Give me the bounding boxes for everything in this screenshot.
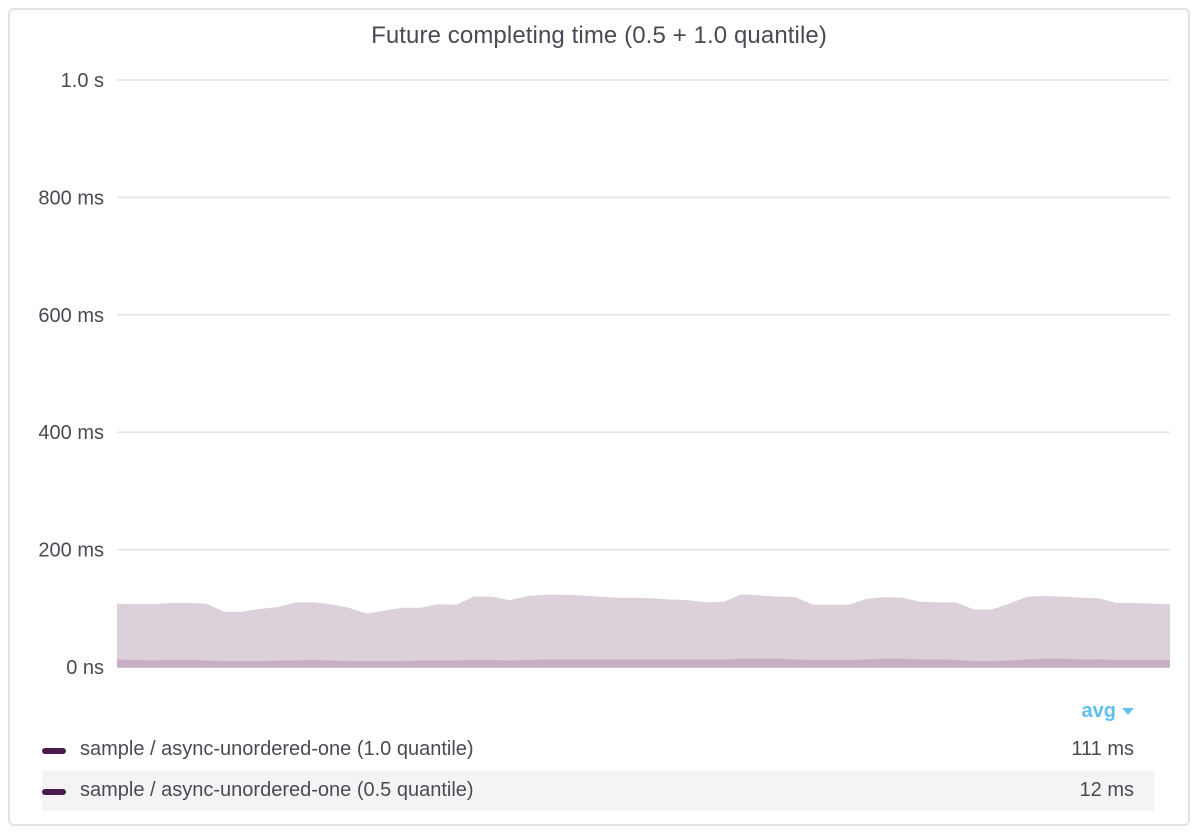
y-tick-label: 1.0 s bbox=[61, 70, 104, 92]
legend-series-name: sample / async-unordered-one (0.5 quanti… bbox=[80, 779, 474, 801]
legend-item-0-5-quantile[interactable]: sample / async-unordered-one (0.5 quanti… bbox=[42, 771, 1154, 811]
legend-swatch bbox=[42, 748, 66, 754]
y-tick-label: 800 ms bbox=[38, 187, 104, 209]
legend-series-avg: 111 ms bbox=[1071, 738, 1134, 760]
legend-sort-dropdown[interactable]: avg bbox=[1082, 700, 1134, 723]
chart-panel bbox=[8, 8, 1190, 826]
y-tick-label: 0 ns bbox=[66, 657, 104, 679]
y-tick-label: 600 ms bbox=[38, 305, 104, 327]
legend-series-avg: 12 ms bbox=[1079, 779, 1134, 801]
series-area-0-5-quantile bbox=[117, 658, 1170, 667]
y-tick-label: 200 ms bbox=[38, 540, 104, 562]
series-area-1-0-quantile bbox=[117, 594, 1170, 667]
caret-down-icon bbox=[1122, 708, 1134, 716]
legend-sort-label: avg bbox=[1081, 700, 1116, 722]
legend-item-1-0-quantile[interactable]: sample / async-unordered-one (1.0 quanti… bbox=[42, 730, 1154, 770]
legend-swatch bbox=[42, 789, 66, 795]
legend-series-name: sample / async-unordered-one (1.0 quanti… bbox=[80, 738, 474, 760]
y-tick-label: 400 ms bbox=[38, 422, 104, 444]
chart-title: Future completing time (0.5 + 1.0 quanti… bbox=[371, 22, 827, 49]
